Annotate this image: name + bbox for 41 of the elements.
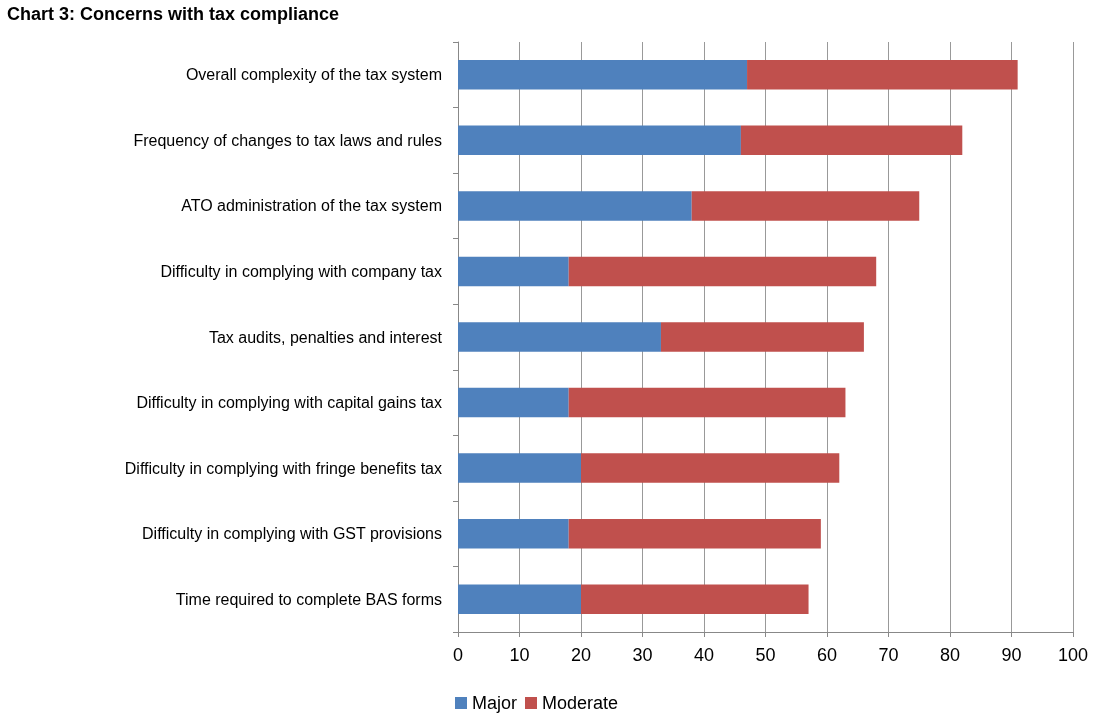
bar	[458, 191, 692, 221]
x-tick-label: 10	[509, 645, 530, 665]
y-tick-label: Difficulty in complying with GST provisions	[142, 525, 442, 543]
bar	[660, 322, 864, 352]
y-tick-label: ATO administration of the tax system	[181, 197, 442, 215]
x-tick-label: 60	[816, 645, 838, 665]
bar	[458, 518, 569, 549]
legend-label: Major	[472, 693, 518, 713]
x-tick-label: 0	[452, 645, 464, 665]
bar	[458, 387, 569, 418]
bar	[458, 60, 748, 90]
x-tick-label: 100	[1057, 645, 1089, 665]
y-tick-label: Overall complexity of the tax system	[185, 66, 442, 84]
bar	[458, 453, 581, 483]
x-tick-label: 20	[570, 645, 592, 665]
y-tick-label: Difficulty in complying with company tax	[160, 262, 442, 280]
y-tick-label: Difficulty in complying with capital gains tax	[136, 394, 442, 412]
x-tick-label: 80	[939, 645, 961, 665]
bar	[458, 256, 569, 287]
bar	[568, 387, 846, 418]
y-tick-label: Frequency of changes to tax laws and rules	[133, 131, 442, 149]
bar	[568, 256, 877, 287]
bar	[740, 125, 963, 156]
bar	[568, 518, 821, 549]
x-tick-label: 30	[632, 645, 653, 665]
y-tick-label: Tax audits, penalties and interest	[208, 328, 443, 346]
y-tick-label: Difficulty in complying with fringe benefits tax	[124, 459, 442, 477]
bar	[458, 584, 581, 614]
bar	[747, 60, 1018, 90]
x-tick-label: 90	[1001, 645, 1022, 665]
x-tick-label: 50	[755, 645, 776, 665]
bar	[581, 453, 840, 483]
legend-label: Moderate	[542, 693, 619, 713]
bar	[691, 191, 920, 221]
x-tick-label: 70	[878, 645, 899, 665]
bar	[458, 125, 741, 156]
x-tick-label: 40	[693, 645, 715, 665]
y-tick-label: Time required to complete BAS forms	[175, 590, 442, 608]
text: Chart 3: Concerns with tax compliance	[7, 4, 340, 24]
bar	[581, 584, 809, 614]
bar	[458, 322, 661, 352]
